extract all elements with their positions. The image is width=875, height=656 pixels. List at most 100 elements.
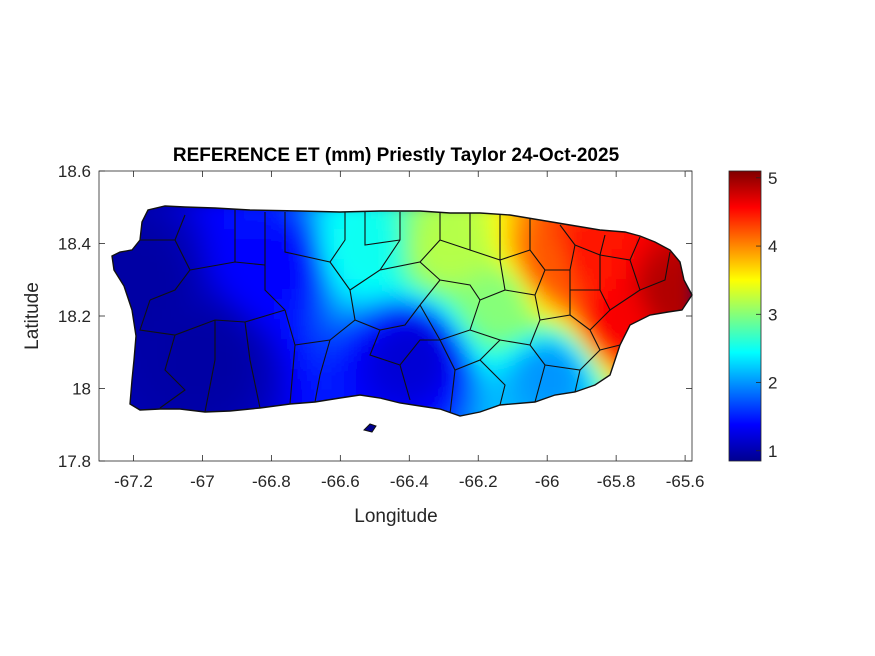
field-cell <box>474 379 486 391</box>
field-cell <box>264 389 276 401</box>
field-cell <box>324 339 336 351</box>
field-cell <box>194 269 206 281</box>
field-cell <box>684 289 692 301</box>
field-cell <box>354 379 366 391</box>
field-cell <box>594 309 606 321</box>
field-cell <box>504 219 516 231</box>
field-cell <box>424 339 436 351</box>
field-cell <box>184 379 196 391</box>
field-cell <box>554 269 566 281</box>
field-cell <box>154 349 166 361</box>
field-cell <box>264 339 276 351</box>
field-cell <box>354 329 366 341</box>
field-cell <box>234 219 246 231</box>
field-cell <box>434 249 446 261</box>
field-cell <box>474 269 486 281</box>
field-cell <box>364 239 376 251</box>
field-cell <box>214 309 226 321</box>
field-cell <box>514 339 526 351</box>
field-cell <box>484 379 496 391</box>
field-cell <box>204 349 216 361</box>
field-cell <box>384 279 396 291</box>
field-cell <box>494 349 506 361</box>
field-cell <box>154 269 166 281</box>
x-axis: -67.2 -67 -66.8 -66.6 -66.4 -66.2 -66 -65.8 -65.… <box>114 171 704 491</box>
field-cell <box>224 329 236 341</box>
field-cell <box>404 229 416 241</box>
field-cell <box>254 249 266 261</box>
field-cell <box>424 329 436 341</box>
boundary-line <box>264 212 286 311</box>
field-cell <box>644 299 656 311</box>
field-cell <box>144 229 156 241</box>
field-cell <box>274 329 286 341</box>
field-cell <box>564 349 576 361</box>
field-cell <box>414 279 426 291</box>
field-cell <box>234 309 246 321</box>
field-cell <box>264 279 276 291</box>
field-cell <box>144 219 156 231</box>
field-cell <box>224 379 236 391</box>
field-cell <box>484 319 496 331</box>
field-cell <box>374 289 386 301</box>
field-cell <box>214 329 226 341</box>
field-cell <box>294 229 306 241</box>
field-cell <box>174 319 186 331</box>
field-cell <box>614 269 626 281</box>
field-cell <box>264 319 276 331</box>
field-cell <box>634 259 646 271</box>
field-cell <box>284 219 296 231</box>
field-cell <box>304 319 316 331</box>
field-cell <box>584 339 596 351</box>
field-cell <box>494 259 506 271</box>
field-cell <box>224 249 236 261</box>
field-cell <box>174 359 186 371</box>
field-cell <box>514 219 526 231</box>
field-cell <box>214 249 226 261</box>
field-cell <box>214 269 226 281</box>
field-cell <box>334 369 346 381</box>
field-cell <box>364 319 376 331</box>
field-cell <box>614 299 626 311</box>
field-cell <box>504 259 516 271</box>
field-cell <box>464 299 476 311</box>
field-cell <box>494 369 506 381</box>
field-cell <box>374 319 386 331</box>
field-cell <box>364 289 376 301</box>
field-cell <box>254 339 266 351</box>
colorbar-tick-label: 5 <box>768 169 777 188</box>
field-cell <box>144 279 156 291</box>
field-cell <box>344 259 356 271</box>
field-cell <box>164 269 176 281</box>
field-cell <box>484 219 496 231</box>
field-cell <box>464 389 476 401</box>
field-cell <box>394 389 406 401</box>
field-cell <box>324 379 336 391</box>
field-cell <box>244 289 256 301</box>
field-cell <box>404 309 416 321</box>
field-cell <box>524 259 536 271</box>
field-cell <box>234 269 246 281</box>
field-cell <box>364 229 376 241</box>
field-cell <box>344 369 356 381</box>
field-cell <box>234 289 246 301</box>
boundary-line <box>149 239 191 301</box>
field-cell <box>454 349 466 361</box>
field-cell <box>144 399 156 411</box>
field-cell <box>234 369 246 381</box>
field-cell <box>364 259 376 271</box>
field-cell <box>614 309 626 321</box>
field-cell <box>444 269 456 281</box>
field-cell <box>544 299 556 311</box>
field-cell <box>394 319 406 331</box>
field-cell <box>254 229 266 241</box>
field-cell <box>274 289 286 301</box>
field-cell <box>194 229 206 241</box>
field-cell <box>354 219 366 231</box>
field-cell <box>514 229 526 241</box>
field-cell <box>564 229 576 241</box>
field-cell <box>214 299 226 311</box>
field-cell <box>374 359 386 371</box>
field-cell <box>504 309 516 321</box>
field-cell <box>204 299 216 311</box>
